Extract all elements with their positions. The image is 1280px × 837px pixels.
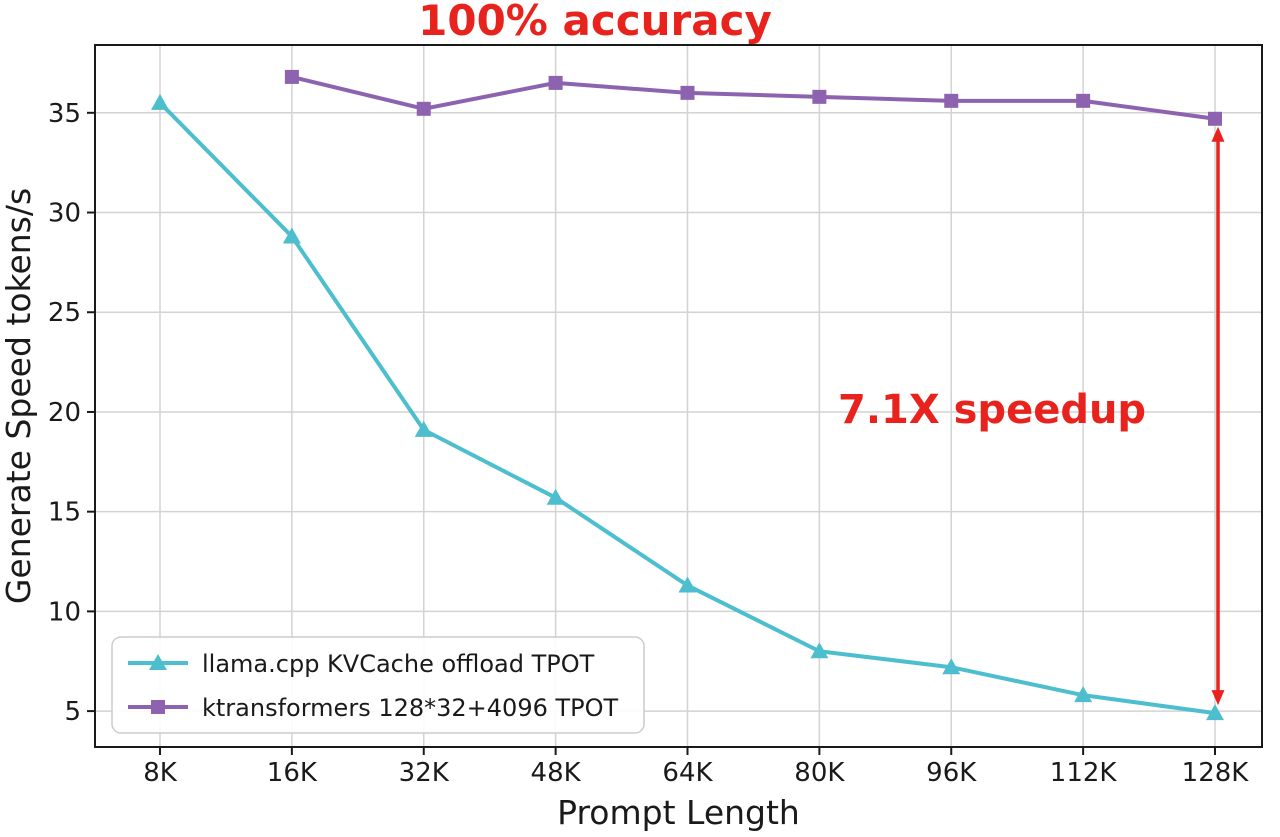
x-axis-label: Prompt Length (557, 793, 800, 832)
series-0-marker (151, 93, 169, 110)
series-0-marker (942, 658, 961, 675)
x-tick-label: 16K (267, 758, 318, 788)
x-tick-label: 64K (662, 758, 713, 788)
x-tick-label: 8K (143, 758, 178, 788)
y-tick-label: 20 (48, 398, 81, 428)
x-tick-label: 32K (399, 758, 450, 788)
legend: llama.cpp KVCache offload TPOT ktransform… (111, 636, 645, 734)
series-1-marker (284, 69, 299, 84)
y-tick-label: 35 (48, 99, 81, 129)
speedup-arrow (1211, 126, 1225, 706)
y-axis-label: Generate Speed tokens/s (0, 188, 38, 604)
y-tick-label: 25 (48, 298, 81, 328)
legend-label: llama.cpp KVCache offload TPOT (202, 650, 595, 678)
series-1-marker (1076, 93, 1091, 108)
series-1-marker (680, 85, 695, 100)
series-0-marker (1074, 686, 1093, 703)
x-tick-label: 48K (531, 758, 582, 788)
y-tick-label: 10 (48, 597, 81, 627)
series-1-marker (944, 93, 959, 108)
series-1-marker (1208, 111, 1222, 126)
speedup-arrow-head-bottom (1211, 690, 1225, 706)
legend-sample-marker (149, 654, 167, 670)
y-tick-label: 30 (48, 199, 81, 229)
legend-box (111, 636, 645, 734)
y-tick-label: 5 (64, 697, 81, 727)
legend-sample-marker (151, 700, 165, 714)
speedup-annotation: 7.1X speedup (838, 387, 1147, 433)
series-0-marker (1206, 704, 1224, 721)
chart-title: 100% accuracy (418, 0, 772, 45)
series-0-marker (282, 227, 301, 244)
y-tick-label: 15 (48, 498, 81, 528)
series-line-1 (289, 74, 1217, 121)
x-tick-label: 80K (794, 758, 845, 788)
series-1-marker (548, 75, 563, 90)
x-tick-label: 112K (1050, 758, 1118, 788)
speedup-arrow-head-top (1211, 126, 1225, 142)
series-1-marker (812, 89, 827, 104)
series-0-marker (546, 488, 565, 505)
x-tick-label: 96K (926, 758, 977, 788)
x-tick-label: 128K (1182, 758, 1250, 788)
series-0-marker (678, 576, 697, 593)
series-1-marker (416, 101, 431, 116)
legend-label: ktransformers 128*32+4096 TPOT (202, 694, 619, 722)
series-0-marker (414, 420, 433, 437)
series-0-marker (810, 642, 829, 659)
plot-border (94, 44, 1263, 748)
